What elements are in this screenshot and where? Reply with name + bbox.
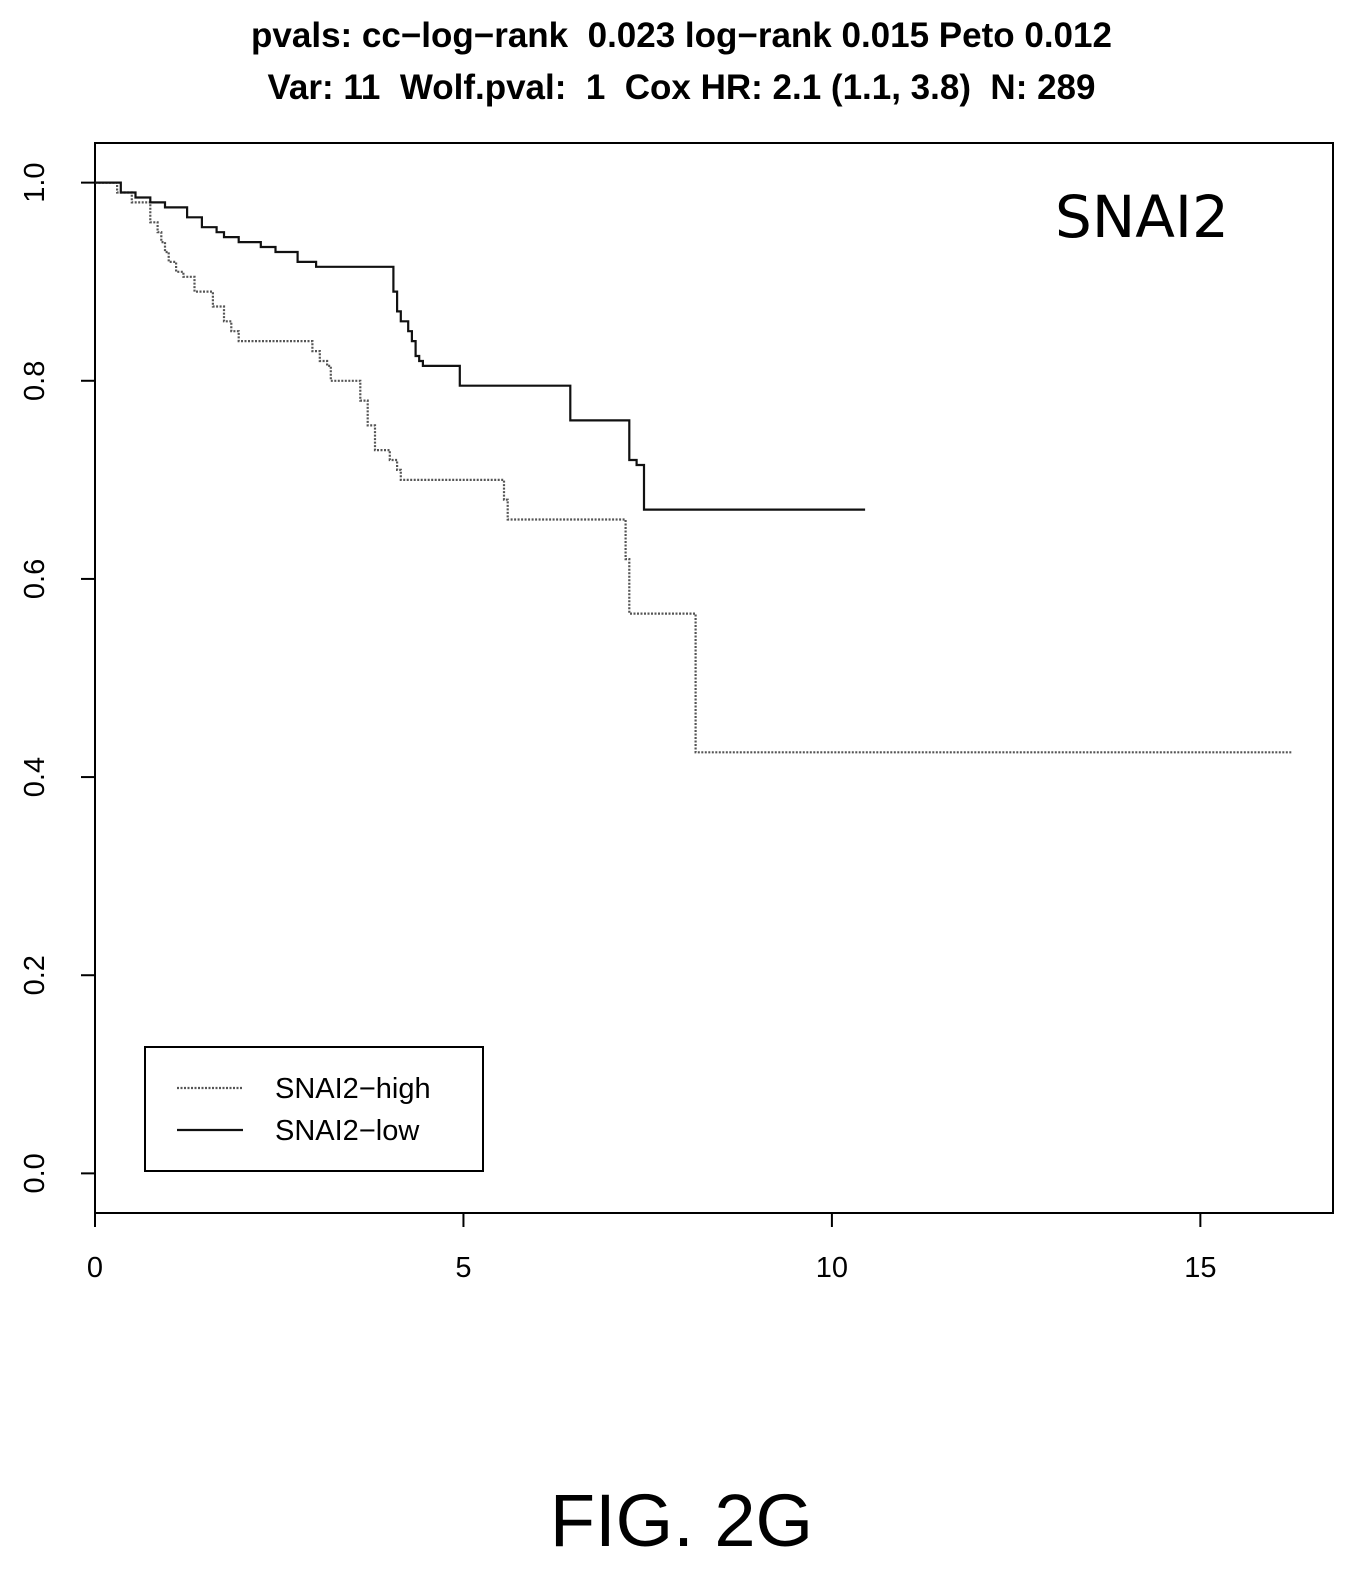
gene-annotation: SNAI2 [1055,183,1229,251]
legend-box [144,1046,484,1172]
y-tick-label: 0.4 [19,757,51,797]
y-tick-label: 0.2 [19,955,51,995]
figure-label: FIG. 2G [549,1479,814,1562]
legend-label: SNAI2−high [275,1073,431,1105]
series-line-snai2-low [95,181,866,511]
series-line-snai2-high [95,181,1293,754]
x-axis: 0 5 10 15 [87,1212,1216,1284]
legend: SNAI2−high SNAI2−low [144,1046,484,1172]
x-tick-label: 15 [1184,1252,1216,1284]
legend-label: SNAI2−low [275,1115,420,1147]
y-tick-label: 0.0 [19,1153,51,1193]
chart-title-line-2: Var: 11 Wolf.pval: 1 Cox HR: 2.1 (1.1, 3… [267,68,1096,107]
y-axis: 0.0 0.2 0.4 0.6 0.8 1.0 [19,162,96,1194]
y-tick-label: 0.8 [19,361,51,401]
y-tick-label: 0.6 [19,559,51,599]
x-tick-label: 5 [455,1252,471,1284]
survival-chart: 0 5 10 15 0.0 0.2 0.4 0.6 0.8 1.0 SNAI2 SNAI2−hi… [19,142,1334,1284]
chart-title-line-1: pvals: cc−log−rank 0.023 log−rank 0.015 … [251,16,1112,55]
y-tick-label: 1.0 [19,162,51,202]
x-tick-label: 0 [87,1252,103,1284]
x-tick-label: 10 [816,1252,848,1284]
series-layer [95,181,1293,754]
